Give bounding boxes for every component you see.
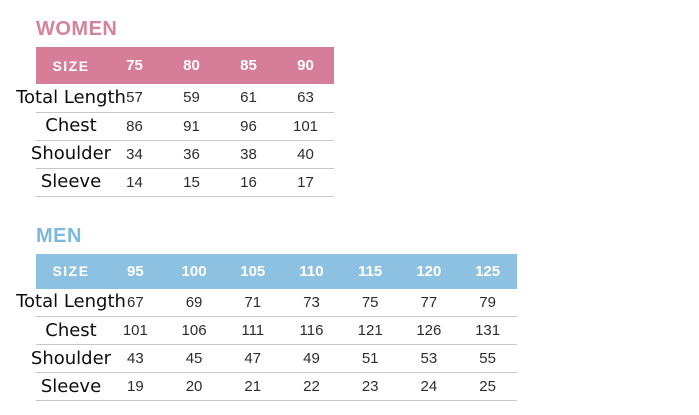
measurement-value: 36 [163,140,220,169]
measurement-value: 121 [340,316,400,345]
measurement-label: Shoulder [31,344,111,373]
size-header-label: SIZE [36,47,106,84]
measurement-value: 47 [223,344,283,373]
size-header-value: 125 [458,253,517,289]
measurement-value: 75 [340,288,400,317]
size-header-value: 80 [163,47,220,84]
size-header-row: SIZE 75 80 85 90 [36,47,334,84]
measurement-value: 91 [163,112,220,141]
measurement-value: 111 [223,316,283,345]
measurement-value: 77 [399,288,459,317]
measurement-label: Sleeve [36,372,106,401]
size-header-value: 115 [340,253,400,289]
size-header-row: SIZE 95 100 105 110 115 120 125 [36,253,517,289]
measurement-value: 96 [220,112,277,141]
measurement-label: Chest [36,112,106,141]
measurement-value: 38 [220,140,277,169]
measurement-value: 20 [164,372,224,401]
measurement-row: Shoulder 43 45 47 49 51 53 55 [31,344,517,373]
men-size-chart-section: MEN SIZE 95 100 105 110 115 120 125 Total Length… [16,224,699,401]
measurement-row: Total Length 57 59 61 63 [16,84,334,113]
women-size-chart-section: WOMEN SIZE 75 80 85 90 Total Length 57 59 61 63 Ch… [16,18,699,197]
measurement-value: 126 [399,316,459,345]
measurement-label: Sleeve [36,168,106,197]
size-header-value: 100 [164,253,224,289]
measurement-value: 19 [106,372,165,401]
women-size-table: SIZE 75 80 85 90 Total Length 57 59 61 63 Chest 86 9… [16,47,334,197]
size-header-value: 120 [399,253,459,289]
measurement-value: 40 [277,140,334,169]
measurement-row: Chest 86 91 96 101 [36,112,334,141]
measurement-value: 116 [282,316,341,345]
measurement-value: 131 [458,316,517,345]
measurement-value: 101 [277,112,334,141]
measurement-value: 49 [282,344,341,373]
measurement-value: 14 [106,168,163,197]
size-header-value: 85 [220,47,277,84]
measurement-value: 21 [223,372,283,401]
measurement-value: 69 [164,288,224,317]
men-title: MEN [36,224,82,247]
size-header-label: SIZE [36,253,106,289]
women-title: WOMEN [36,18,118,40]
measurement-value: 86 [106,112,163,141]
size-header-value: 105 [223,253,283,289]
measurement-row: Sleeve 14 15 16 17 [36,168,334,197]
size-header-value: 90 [277,47,334,84]
measurement-value: 17 [277,168,334,197]
measurement-value: 55 [458,344,517,373]
measurement-value: 106 [164,316,224,345]
measurement-label: Shoulder [31,140,111,169]
measurement-value: 45 [164,344,224,373]
size-header-value: 110 [282,253,341,289]
measurement-value: 53 [399,344,459,373]
measurement-row: Chest 101 106 111 116 121 126 131 [36,316,517,345]
measurement-value: 73 [282,288,341,317]
measurement-value: 59 [163,84,220,113]
measurement-value: 25 [458,372,517,401]
measurement-value: 79 [458,288,517,317]
measurement-value: 34 [106,140,163,169]
size-header-value: 75 [106,47,163,84]
measurement-value: 16 [220,168,277,197]
size-header-value: 95 [106,253,165,289]
measurement-row: Sleeve 19 20 21 22 23 24 25 [36,372,517,401]
measurement-value: 67 [106,288,165,317]
measurement-value: 63 [277,84,334,113]
measurement-value: 61 [220,84,277,113]
measurement-value: 23 [340,372,400,401]
measurement-row: Shoulder 34 36 38 40 [31,140,334,169]
measurement-label: Total Length [16,84,126,113]
measurement-label: Chest [36,316,106,345]
measurement-value: 24 [399,372,459,401]
measurement-value: 15 [163,168,220,197]
measurement-row: Total Length 67 69 71 73 75 77 79 [16,288,517,317]
measurement-value: 101 [106,316,165,345]
measurement-value: 43 [106,344,165,373]
measurement-label: Total Length [16,288,126,317]
men-size-table: SIZE 95 100 105 110 115 120 125 Total Length 67 69… [16,253,517,401]
measurement-value: 57 [106,84,163,113]
measurement-value: 22 [282,372,341,401]
measurement-value: 51 [340,344,400,373]
measurement-value: 71 [223,288,283,317]
